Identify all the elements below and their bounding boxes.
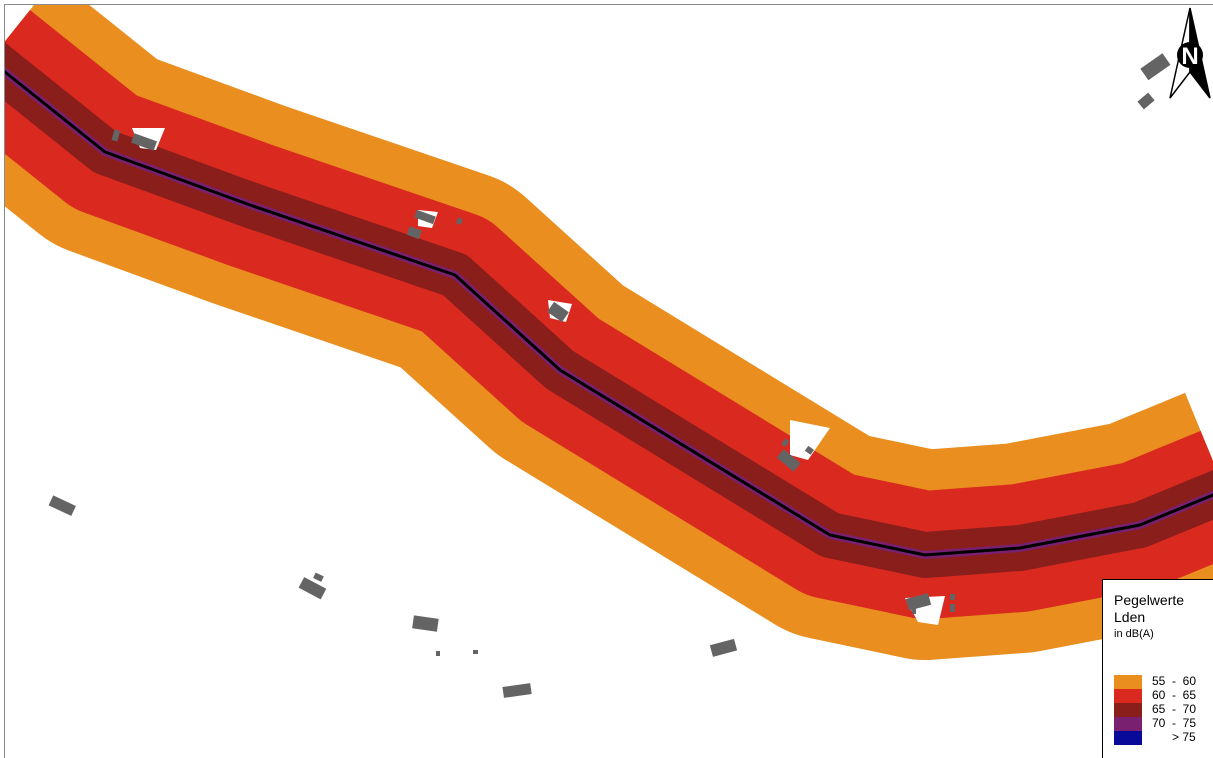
building: [414, 209, 436, 225]
legend-row-55-60: 55 - 60: [1114, 674, 1210, 689]
legend-row-over-75: > 75: [1114, 730, 1210, 745]
legend-subtitle: Lden: [1114, 609, 1146, 625]
building: [502, 683, 532, 698]
building: [456, 217, 463, 225]
building: [804, 445, 814, 455]
building: [48, 495, 76, 516]
building: [298, 577, 327, 600]
legend-label: 65 - 70: [1152, 702, 1197, 716]
shadow-cutout: [790, 420, 830, 460]
legend-swatch: [1114, 731, 1142, 745]
legend-row-70-75: 70 - 75: [1114, 716, 1210, 731]
building: [406, 226, 422, 240]
north-letter: N: [1181, 43, 1198, 70]
legend-swatch: [1114, 689, 1142, 703]
building: [547, 301, 569, 323]
building: [1137, 92, 1155, 110]
legend: Pegelwerte Lden in dB(A) 55 - 60 60 - 65…: [1102, 579, 1213, 758]
building: [131, 133, 157, 151]
legend-row-60-65: 60 - 65: [1114, 688, 1210, 703]
legend-unit: in dB(A): [1114, 628, 1154, 640]
building: [412, 615, 439, 632]
building: [709, 638, 738, 657]
north-arrow: N: [1169, 7, 1211, 99]
legend-swatch: [1114, 717, 1142, 731]
building: [313, 572, 324, 582]
legend-label: 60 - 65: [1152, 688, 1197, 702]
legend-title: Pegelwerte: [1114, 592, 1185, 608]
building: [1140, 53, 1171, 81]
building: [950, 604, 955, 612]
building: [436, 651, 440, 656]
building: [473, 650, 478, 654]
building: [950, 594, 955, 600]
road-centerline: [5, 70, 1213, 557]
north-arrow-circle: [1177, 42, 1203, 68]
legend-label: 70 - 75: [1152, 716, 1197, 730]
legend-swatch: [1114, 703, 1142, 717]
legend-label: > 75: [1152, 730, 1196, 744]
legend-swatch: [1114, 675, 1142, 689]
building: [776, 449, 801, 472]
legend-label: 55 - 60: [1152, 674, 1197, 688]
building: [111, 129, 121, 142]
legend-row-65-70: 65 - 70: [1114, 702, 1210, 717]
building: [912, 606, 916, 614]
building: [781, 438, 790, 447]
